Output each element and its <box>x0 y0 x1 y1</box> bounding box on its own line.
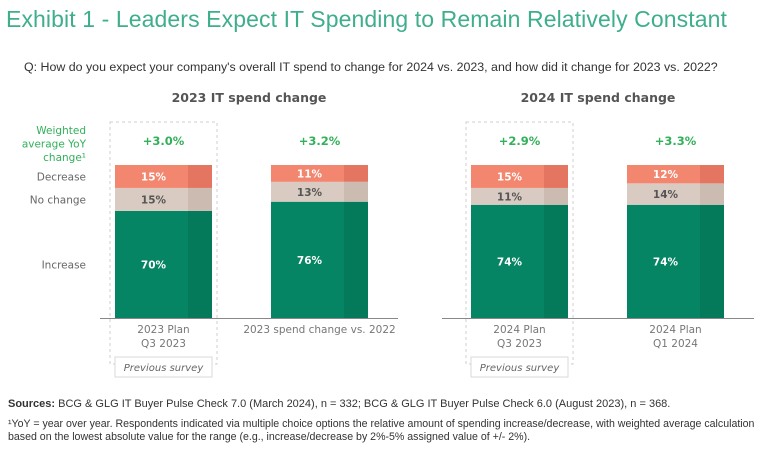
category-label: 2023 Plan <box>137 324 189 336</box>
chart-title-2024: 2024 IT spend change <box>520 90 676 105</box>
bar-segment-no-change <box>471 187 544 205</box>
exhibit-title: Exhibit 1 - Leaders Expect IT Spending t… <box>6 6 728 32</box>
bar-segment-increase-shade <box>188 210 212 318</box>
bar-segment-no-change-shade <box>700 183 724 205</box>
bar-segment-no-change <box>271 181 344 202</box>
row-label-no-change: No change <box>30 194 86 206</box>
bar-value-label: 13% <box>297 187 323 199</box>
weighted-avg-value: +3.0% <box>143 134 185 148</box>
bar-value-label: 11% <box>297 168 323 180</box>
bar-segment-increase-shade <box>344 201 368 318</box>
bar-segment-decrease-shade <box>344 165 368 182</box>
bar-value-label: 15% <box>141 171 167 183</box>
weighted-avg-value: +3.3% <box>655 134 697 148</box>
bar-segment-decrease <box>471 165 544 188</box>
previous-survey-label: Previous survey <box>480 363 561 374</box>
sources-label: Sources: <box>8 398 56 410</box>
row-label-decrease: Decrease <box>37 171 86 183</box>
bar-value-label: 15% <box>141 194 167 206</box>
bar-segment-increase <box>627 204 700 318</box>
bar-segment-decrease-shade <box>544 165 568 188</box>
row-label-increase: Increase <box>42 259 86 271</box>
sources-note: Sources: BCG & GLG IT Buyer Pulse Check … <box>8 398 670 410</box>
weighted-avg-value: +2.9% <box>499 134 541 148</box>
bar-segment-no-change <box>627 183 700 205</box>
weighted-avg-label: Weighted <box>36 125 86 137</box>
category-label: 2024 Plan <box>493 324 545 336</box>
bar-value-label: 12% <box>653 169 679 181</box>
previous-survey-badge <box>470 356 569 378</box>
category-label: Q3 2023 <box>497 338 542 350</box>
bar-value-label: 70% <box>141 259 167 271</box>
bar-segment-no-change <box>115 187 188 211</box>
bar-segment-increase-shade <box>700 204 724 318</box>
previous-survey-label: Previous survey <box>124 363 205 374</box>
category-label: Q1 2024 <box>653 338 698 350</box>
bar-segment-decrease <box>627 165 700 184</box>
bar-segment-decrease <box>115 165 188 188</box>
bar-segment-increase <box>115 210 188 318</box>
bar-value-label: 74% <box>497 256 523 268</box>
bar-segment-decrease-shade <box>188 165 212 188</box>
survey-question: Q: How do you expect your company's over… <box>24 60 718 74</box>
sources-text: BCG & GLG IT Buyer Pulse Check 7.0 (Marc… <box>55 398 671 410</box>
footnote: ¹YoY = year over year. Respondents indic… <box>8 418 755 443</box>
category-label: 2023 spend change vs. 2022 <box>243 324 395 336</box>
bar-segment-increase <box>471 204 544 318</box>
bar-value-label: 76% <box>297 255 323 267</box>
bar-segment-decrease-shade <box>700 165 724 184</box>
bar-segment-no-change-shade <box>344 181 368 202</box>
bar-segment-decrease <box>271 165 344 182</box>
bar-segment-no-change-shade <box>188 187 212 211</box>
category-label: 2024 Plan <box>649 324 701 336</box>
weighted-avg-label: average YoY <box>22 139 87 151</box>
bar-value-label: 11% <box>497 191 523 203</box>
bar-value-label: 14% <box>653 189 679 201</box>
chart-title-2023: 2023 IT spend change <box>171 90 327 105</box>
bar-segment-increase-shade <box>544 204 568 318</box>
bar-segment-no-change-shade <box>544 187 568 205</box>
bar-value-label: 74% <box>653 256 679 268</box>
weighted-avg-label: change¹ <box>43 152 86 164</box>
bar-segment-increase <box>271 201 344 318</box>
bar-value-label: 15% <box>497 171 523 183</box>
category-label: Q3 2023 <box>141 338 186 350</box>
previous-survey-badge <box>114 356 213 378</box>
weighted-avg-value: +3.2% <box>299 134 341 148</box>
